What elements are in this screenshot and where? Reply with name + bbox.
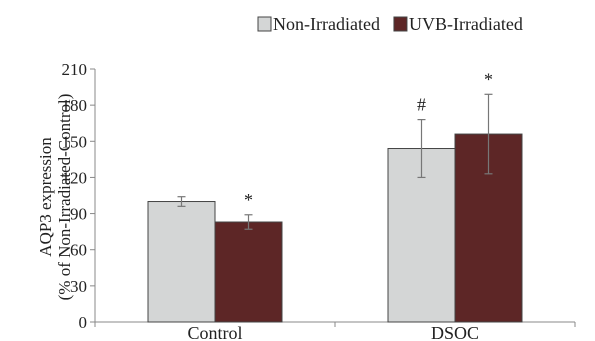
y-axis-label-line2: (% of Non-Irradiated-Control): [55, 94, 74, 301]
legend-swatch: [257, 16, 272, 32]
x-tick-label: DSOC: [431, 323, 479, 341]
y-tick-label: 120: [62, 168, 88, 187]
y-tick-label: 30: [70, 277, 87, 296]
significance-mark: *: [244, 190, 253, 210]
bar: [214, 221, 283, 323]
y-tick-label: 150: [62, 132, 88, 151]
bar: [147, 201, 216, 323]
y-axis-label-line1: AQP3 expression: [36, 137, 55, 257]
significance-mark: #: [417, 95, 426, 115]
y-tick-label: 90: [70, 205, 87, 224]
legend: Non-Irradiated UVB-Irradiated: [257, 14, 523, 34]
bars: * # *: [147, 69, 523, 323]
x-axis: Control DSOC: [94, 321, 576, 341]
x-tick-label: Control: [187, 323, 242, 341]
y-axis: 0 30 60 90 120 150 180 210: [62, 60, 96, 332]
y-tick-label: 60: [70, 241, 87, 260]
legend-swatch: [393, 16, 408, 32]
y-tick-label: 210: [62, 60, 88, 79]
y-axis-label: AQP3 expression (% of Non-Irradiated-Con…: [36, 94, 74, 301]
legend-label: UVB-Irradiated: [409, 14, 523, 34]
y-tick-label: 0: [79, 313, 88, 332]
y-tick-label: 180: [62, 96, 88, 115]
legend-label: Non-Irradiated: [273, 14, 380, 34]
significance-mark: *: [484, 69, 493, 89]
